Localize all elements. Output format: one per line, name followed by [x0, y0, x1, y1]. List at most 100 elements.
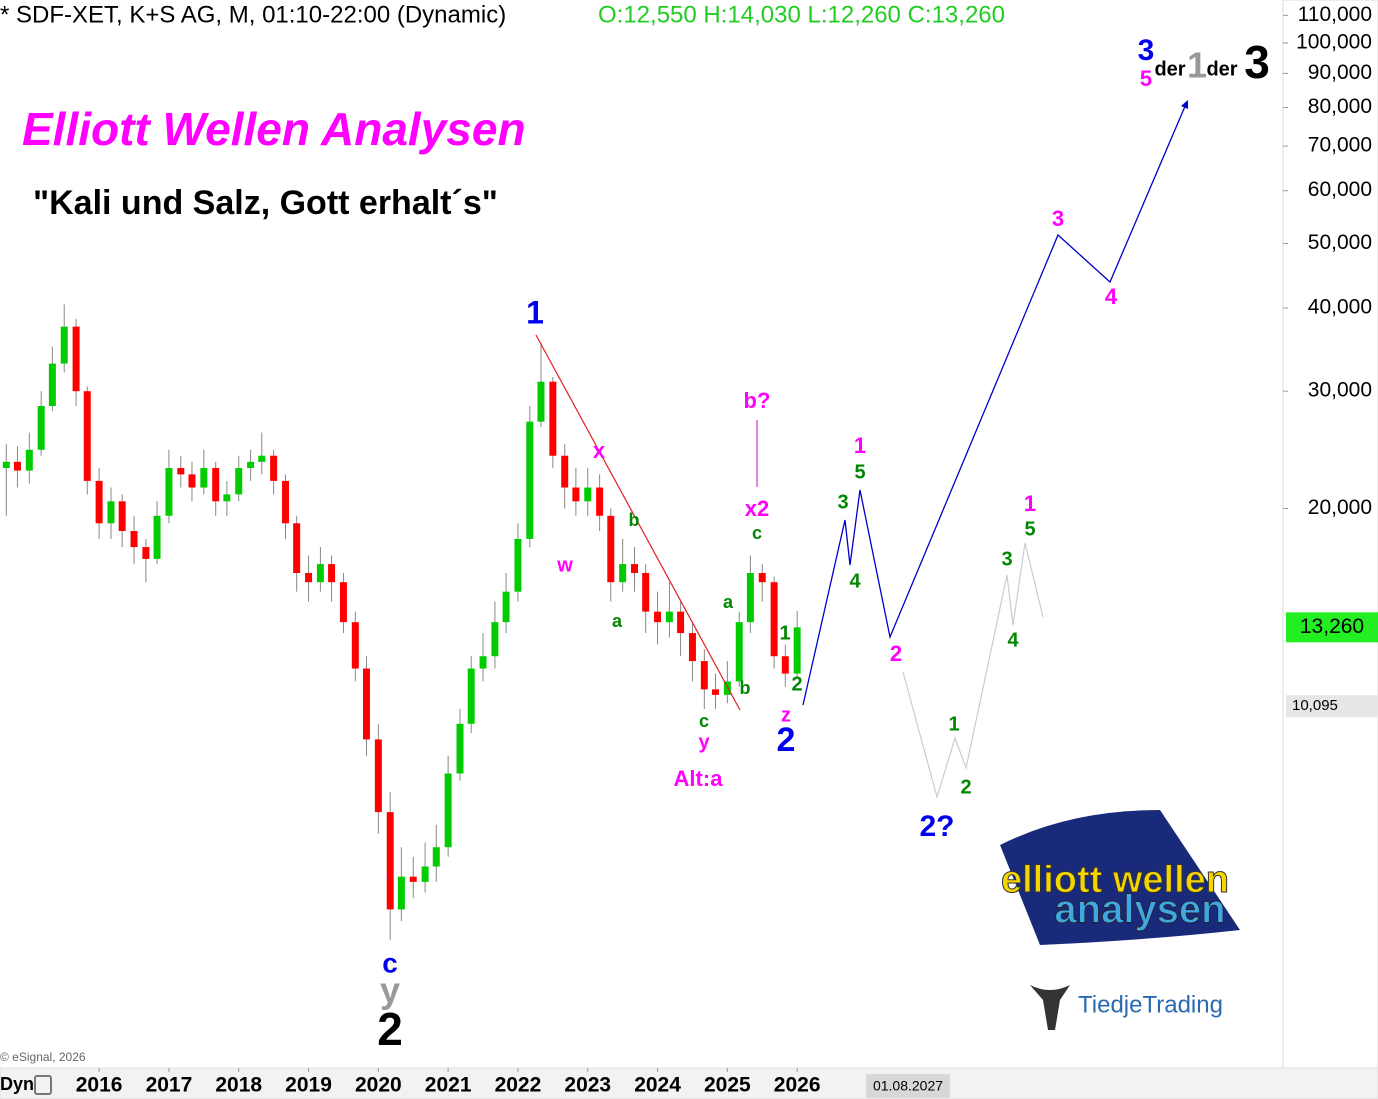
candle [153, 501, 161, 565]
candle [177, 455, 185, 488]
candle [561, 443, 569, 509]
projection-path [802, 103, 1187, 706]
x-tick-label: 2023 [564, 1074, 611, 1097]
candle-body [444, 773, 452, 848]
alt-projection-path [902, 542, 1044, 800]
candle [793, 611, 801, 679]
candle [188, 461, 196, 502]
candle [444, 755, 452, 857]
wave-label: 1 [1187, 45, 1207, 86]
candle-body [397, 876, 405, 910]
x-tick-label: 2025 [704, 1074, 751, 1097]
candle [537, 342, 545, 428]
cursor-price-box [1286, 695, 1378, 718]
wave-label: c [752, 523, 762, 543]
candle-body [746, 573, 754, 623]
candle-body [118, 501, 126, 532]
candle-body [200, 468, 208, 488]
candle-body [607, 515, 615, 583]
candle-body [700, 661, 708, 690]
wave-label: 4 [849, 570, 861, 592]
candle [584, 468, 592, 516]
candle-body [584, 487, 592, 502]
candle-body [48, 363, 56, 407]
y-tick-label: 70,000 [1308, 134, 1372, 157]
candle-body [770, 582, 778, 657]
candle-body [514, 538, 522, 592]
candle-body [456, 723, 464, 774]
candle-body [72, 326, 80, 392]
candle [619, 538, 627, 592]
y-tick-label: 40,000 [1308, 296, 1372, 319]
copyright: © eSignal, 2026 [0, 1050, 86, 1064]
wave-label: x [593, 438, 606, 463]
candle [48, 346, 56, 412]
candle-body [2, 461, 10, 469]
candle [200, 449, 208, 495]
wave-label: 5 [1024, 518, 1035, 540]
candle-body [654, 611, 662, 623]
candle [596, 474, 604, 532]
wave-label: y [380, 970, 400, 1011]
wave-label: 2 [791, 673, 802, 695]
y-tick-label: 110,000 [1298, 3, 1372, 26]
candle-body [491, 622, 499, 657]
wave-label: y [698, 731, 710, 753]
candle [282, 474, 289, 539]
candle-body [793, 627, 801, 674]
candle-body [282, 480, 289, 524]
wave-label: x2 [745, 496, 769, 521]
candle-body [665, 611, 673, 623]
dyn-label: Dyn [0, 1074, 34, 1094]
candle-body [13, 461, 21, 471]
y-tick-label: 100,000 [1296, 30, 1372, 53]
candle [212, 461, 220, 516]
candle-body [758, 573, 766, 583]
candle-body [781, 656, 789, 674]
candle-body [561, 455, 569, 488]
candle [572, 468, 580, 516]
candle [60, 304, 68, 373]
candle [770, 576, 778, 669]
candle [328, 555, 336, 602]
candle-body [631, 564, 639, 574]
candle-body [212, 468, 220, 502]
x-tick-label: 2019 [285, 1074, 332, 1097]
candle [746, 555, 754, 634]
candle [526, 406, 534, 548]
candle-body [223, 494, 231, 502]
candle-body [37, 406, 45, 450]
x-tick-label: 2016 [76, 1074, 123, 1097]
candle [72, 319, 80, 407]
candle [735, 611, 743, 687]
logo-flag [1000, 810, 1240, 945]
lock-icon[interactable] [34, 1075, 52, 1095]
candle [305, 555, 313, 602]
x-tick-label: 2017 [146, 1074, 193, 1097]
candle [397, 847, 405, 922]
candle [502, 573, 510, 634]
wave-label: 2 [960, 776, 971, 798]
y-tick-label: 80,000 [1308, 95, 1372, 118]
x-tick-label: 2020 [355, 1074, 402, 1097]
y-tick-label: 20,000 [1308, 496, 1372, 519]
candle [386, 792, 394, 940]
candle [258, 432, 266, 475]
time-axis-panel [0, 1067, 1378, 1099]
wave-label: c [382, 947, 398, 978]
candle [316, 547, 324, 592]
wave-label: b [740, 678, 751, 698]
wave-label: z [781, 704, 791, 726]
price-axis-panel [1282, 0, 1378, 1069]
wave-label: w [556, 554, 573, 576]
candle [456, 708, 464, 781]
candle-body [688, 633, 696, 662]
candle [514, 523, 522, 602]
last-price-label: 13,260 [1300, 615, 1364, 638]
y-tick-label: 60,000 [1308, 178, 1372, 201]
candle-body [374, 739, 382, 813]
candle-body [723, 681, 731, 695]
candle-body [188, 474, 196, 488]
candle [2, 443, 10, 516]
candle-body [177, 468, 185, 475]
